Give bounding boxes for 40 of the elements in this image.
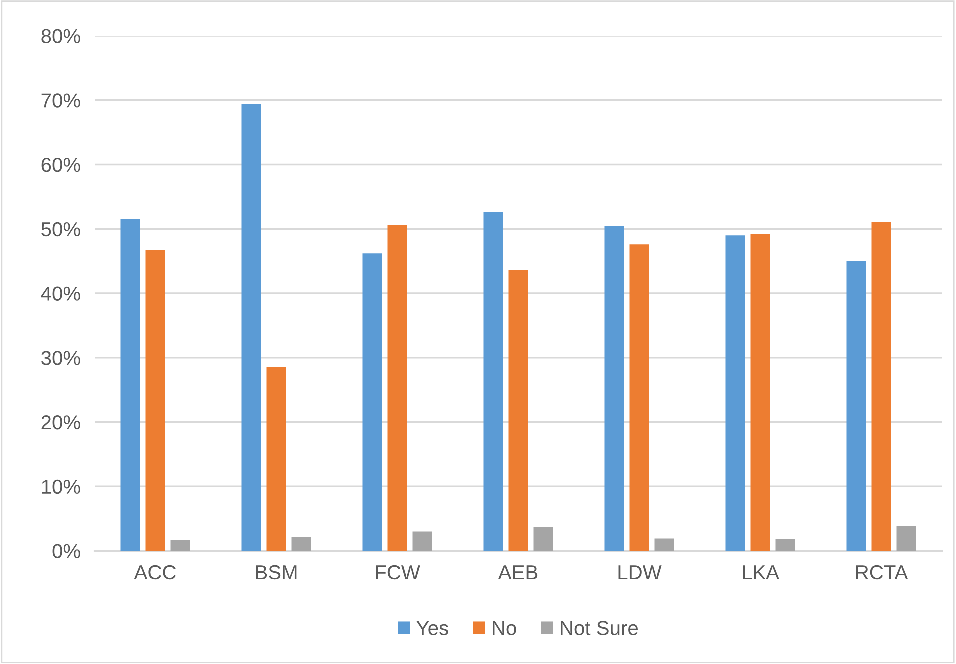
x-tick-label: FCW [376,565,420,580]
x-tick-label: LKA [743,566,780,580]
legend-label: No [493,621,516,636]
y-tick-label: 50% [42,222,80,237]
y-tick-label: 80% [42,29,80,44]
bar [534,527,554,551]
y-tick-label: 30% [42,351,80,366]
legend-label: Not Sure [561,621,638,636]
bar [146,250,166,551]
y-tick-label: 60% [42,158,80,172]
bar [362,254,382,551]
x-tick-label: BSM [256,565,297,580]
bar [776,539,796,551]
x-tick-label: AEB [498,566,538,580]
bar [412,532,432,551]
bar [242,104,262,551]
bar [120,219,140,551]
y-tick-label: 20% [42,415,80,430]
x-tick-label: LDW [618,566,662,580]
bar [750,234,770,551]
bar [170,540,190,551]
x-tick-label: RCTA [856,565,908,580]
bar [508,270,528,551]
x-tick-label: ACC [134,565,176,580]
y-tick-label: 10% [42,480,80,494]
bar [292,537,312,551]
bar [388,225,408,551]
bar [726,236,746,551]
bar [484,212,504,551]
bar [896,526,916,551]
bar [654,538,674,551]
y-tick-label: 0% [52,544,80,558]
bar [846,261,866,551]
bar [604,226,624,551]
y-tick-label: 70% [42,94,80,108]
bar [872,222,892,551]
bar [630,244,650,551]
y-tick-label: 40% [41,286,80,301]
legend-label: Yes [416,621,448,636]
bar [266,368,286,551]
